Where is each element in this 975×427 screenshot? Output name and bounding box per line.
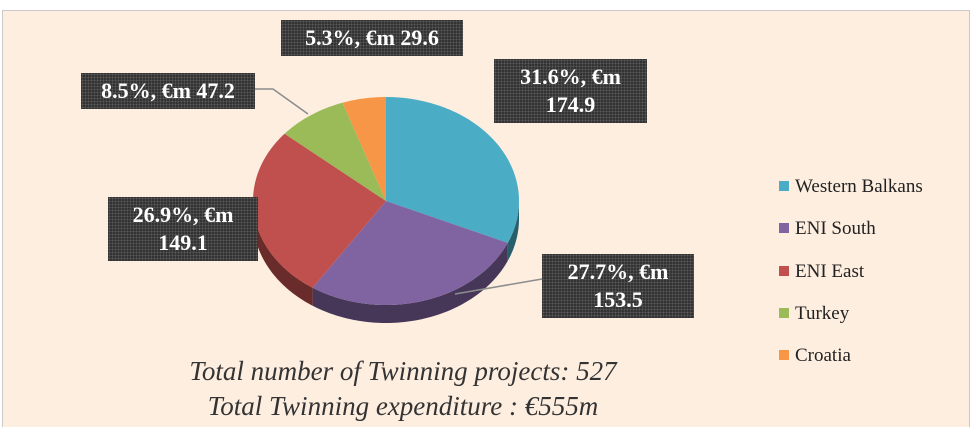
legend-label: ENI East [795,260,865,282]
legend-label: Western Balkans [795,176,923,197]
slice [253,133,386,288]
legend-item: Turkey [779,303,849,325]
legend-label: Turkey [795,302,850,324]
data-label: 5.3%, €m 29.6 [281,20,463,56]
legend-item: ENI East [779,261,864,283]
legend-swatch [779,223,789,234]
leader-line [454,278,543,295]
leader-line [255,88,309,115]
legend-item: Western Balkans [779,176,923,198]
annotation: Total number of Twinning projects: 527 [189,356,617,386]
slice [342,97,386,201]
pie-area [253,88,543,323]
legend-item: ENI South [779,218,876,240]
slice-side [253,201,313,306]
legend-swatch [779,265,789,276]
slice [284,102,386,201]
annotation: Total Twinning expenditure : €555m [207,391,599,421]
slice [386,97,519,243]
legend-label: Croatia [795,345,851,367]
data-label: 27.7%, €m 153.5 [542,254,694,318]
chart: Total number of Twinning projects: 527 T… [2,10,970,427]
legend-swatch [779,181,789,191]
legend-item: Croatia [779,345,851,367]
data-label: 31.6%, €m 174.9 [494,59,647,123]
slice-side [507,201,519,261]
data-label: 26.9%, €m 149.1 [108,197,258,261]
legend-label: ENI South [795,218,876,240]
data-label: 8.5%, €m 47.2 [81,73,255,109]
legend-swatch [779,307,789,318]
slice [312,201,508,305]
slice-side [312,242,508,323]
legend-swatch [779,350,789,361]
